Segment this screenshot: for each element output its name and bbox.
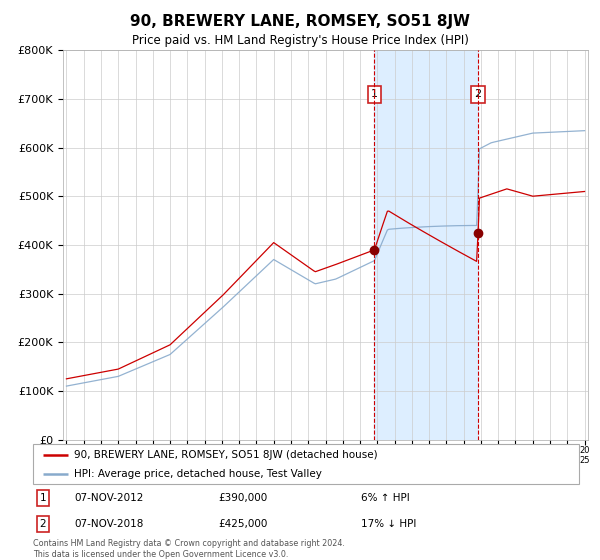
Text: £390,000: £390,000	[218, 493, 268, 503]
Text: £425,000: £425,000	[218, 519, 268, 529]
Text: 17% ↓ HPI: 17% ↓ HPI	[361, 519, 416, 529]
Text: 90, BREWERY LANE, ROMSEY, SO51 8JW: 90, BREWERY LANE, ROMSEY, SO51 8JW	[130, 14, 470, 29]
Text: 2: 2	[40, 519, 46, 529]
Text: Price paid vs. HM Land Registry's House Price Index (HPI): Price paid vs. HM Land Registry's House …	[131, 34, 469, 46]
Text: 90, BREWERY LANE, ROMSEY, SO51 8JW (detached house): 90, BREWERY LANE, ROMSEY, SO51 8JW (deta…	[74, 450, 377, 460]
Text: HPI: Average price, detached house, Test Valley: HPI: Average price, detached house, Test…	[74, 469, 322, 478]
Text: 1: 1	[371, 89, 378, 99]
FancyBboxPatch shape	[33, 444, 579, 484]
Text: 07-NOV-2018: 07-NOV-2018	[74, 519, 143, 529]
Text: 07-NOV-2012: 07-NOV-2012	[74, 493, 143, 503]
Bar	[374, 50, 478, 440]
Text: 6% ↑ HPI: 6% ↑ HPI	[361, 493, 409, 503]
Text: 2: 2	[475, 89, 482, 99]
Text: 1: 1	[40, 493, 46, 503]
Text: Contains HM Land Registry data © Crown copyright and database right 2024.
This d: Contains HM Land Registry data © Crown c…	[33, 539, 345, 559]
